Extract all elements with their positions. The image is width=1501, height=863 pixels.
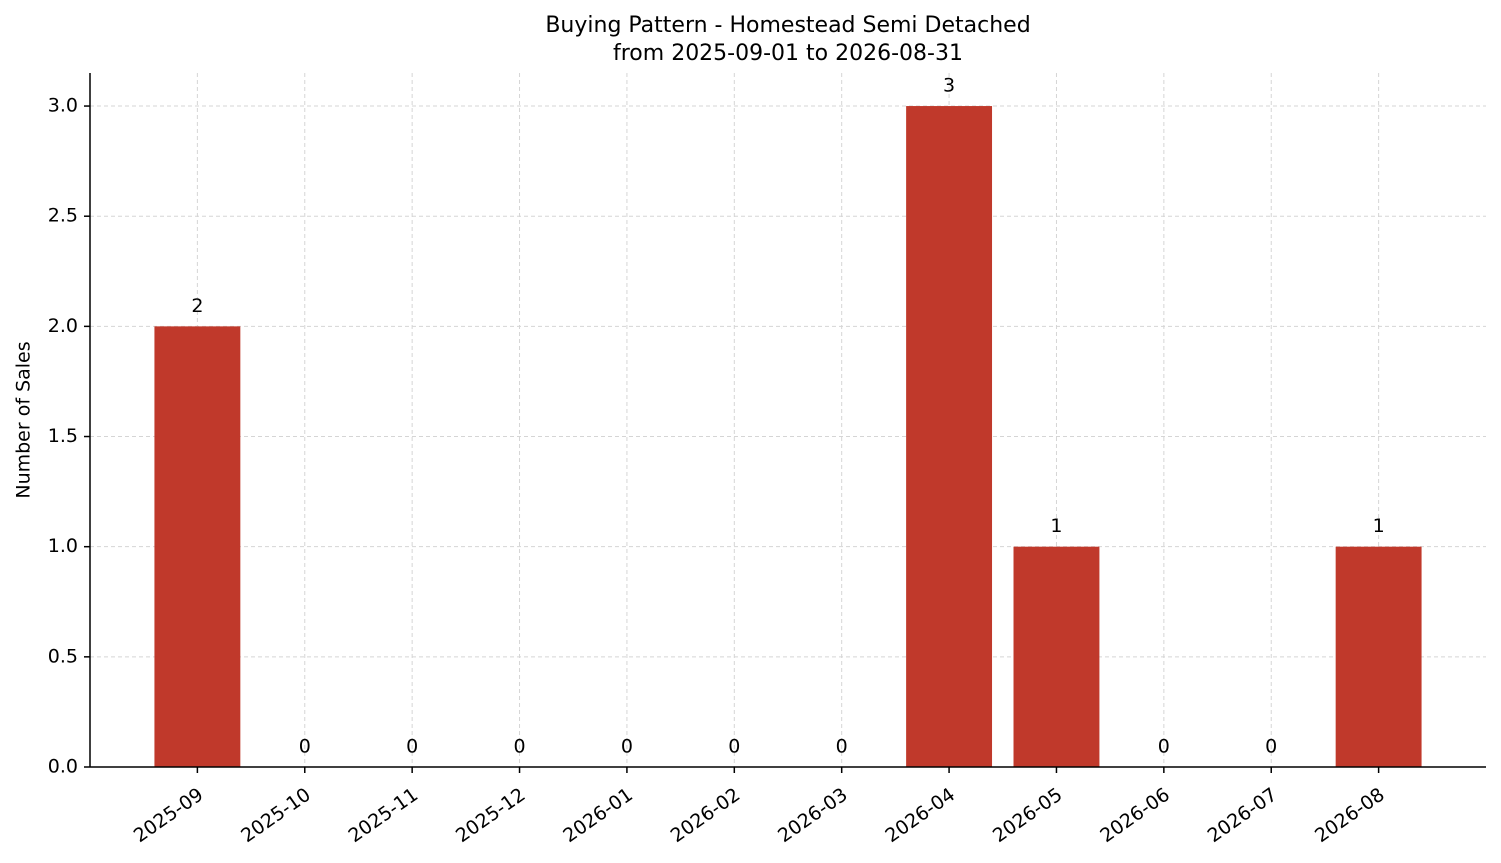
value-label: 0 [621,736,633,758]
chart-subtitle: from 2025-09-01 to 2026-08-31 [613,41,963,66]
value-label: 1 [1050,515,1062,537]
x-tick-label: 2026-03 [774,784,852,848]
value-label: 0 [1265,736,1277,758]
value-label: 0 [299,736,311,758]
y-tick-label: 2.5 [48,205,78,227]
x-tick-label: 2026-02 [667,784,745,848]
x-tick-label: 2026-06 [1096,784,1174,848]
x-tick-label: 2025-11 [345,784,423,848]
plot-area [154,106,1422,768]
y-tick-label: 2.0 [48,315,78,337]
chart-title: Buying Pattern - Homestead Semi Detached [545,13,1030,38]
x-tick-label: 2025-10 [237,784,315,848]
value-label: 0 [728,736,740,758]
value-label: 3 [943,75,955,97]
bar [1013,546,1100,767]
value-label: 1 [1373,515,1385,537]
x-tick-label: 2026-01 [559,784,637,848]
y-tick-label: 1.0 [48,535,78,557]
y-tick-label: 0.5 [48,645,78,667]
value-label: 2 [191,295,203,317]
value-label: 0 [406,736,418,758]
value-label: 0 [513,736,525,758]
y-axis-label: Number of Sales [13,341,35,498]
x-tick-label: 2025-09 [130,784,208,848]
x-tick-label: 2025-12 [452,784,530,848]
value-label: 0 [1158,736,1170,758]
grid [90,73,1486,768]
x-tick-label: 2026-07 [1204,784,1282,848]
y-tick-label: 1.5 [48,425,78,447]
bar [1335,546,1422,767]
y-tick-label: 0.0 [48,756,78,778]
value-label: 0 [836,736,848,758]
y-tick-label: 3.0 [48,95,78,117]
bar [154,326,241,767]
x-tick-label: 2026-08 [1311,784,1389,848]
x-tick-label: 2026-04 [881,784,959,848]
x-tick-label: 2026-05 [989,784,1067,848]
bar [906,106,993,768]
